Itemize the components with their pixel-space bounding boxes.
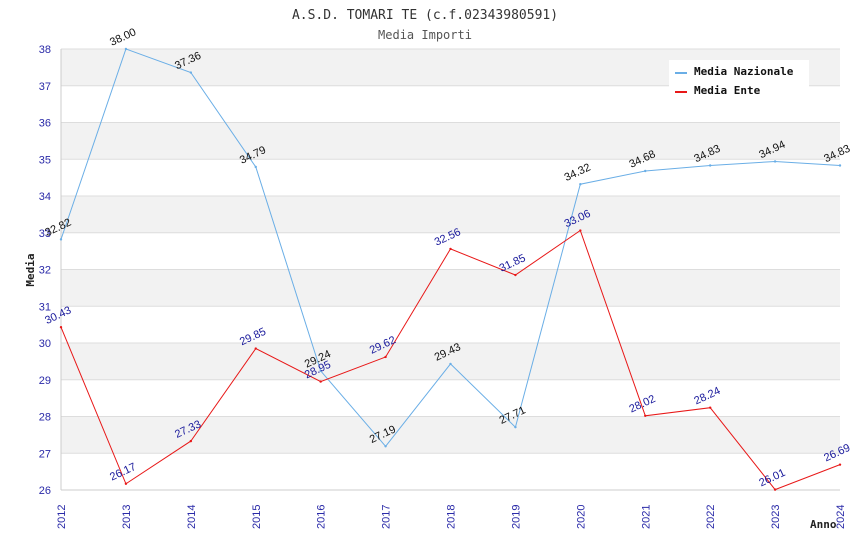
legend-label-ente: Media Ente — [694, 84, 761, 97]
y-tick-label: 32 — [39, 265, 51, 277]
x-tick-label: 2023 — [770, 505, 782, 529]
y-tick-label: 35 — [39, 154, 51, 166]
x-tick-label: 2019 — [510, 505, 522, 529]
chart-title: A.S.D. TOMARI TE (c.f.02343980591) — [292, 8, 558, 23]
data-point — [384, 355, 387, 359]
y-tick-label: 38 — [39, 44, 51, 56]
y-axis-ticks: 26 27 28 29 30 31 32 33 34 35 36 37 38 — [39, 44, 51, 497]
x-tick-label: 2015 — [251, 505, 263, 529]
data-point — [449, 247, 452, 251]
data-point — [579, 183, 582, 186]
x-tick-label: 2014 — [186, 505, 198, 529]
data-point — [124, 482, 128, 485]
grid-band — [61, 416, 840, 454]
data-point — [189, 71, 193, 74]
data-point — [708, 164, 712, 167]
x-tick-label: 2020 — [575, 505, 587, 529]
data-point — [708, 406, 712, 409]
y-tick-label: 37 — [39, 81, 51, 93]
x-tick-label: 2013 — [121, 505, 133, 529]
legend-box — [669, 60, 809, 106]
grid-band — [61, 306, 840, 343]
data-point — [124, 47, 128, 51]
grid-band — [61, 343, 840, 380]
data-point — [319, 369, 322, 373]
data-point — [644, 414, 647, 417]
data-point — [579, 229, 582, 232]
grid-band — [61, 379, 840, 417]
x-axis-ticks: 2012 2013 2014 2015 2016 2017 2018 2019 2020 2021… — [56, 505, 847, 529]
data-point — [384, 445, 387, 448]
y-tick-label: 26 — [39, 485, 51, 497]
x-tick-label: 2012 — [56, 505, 68, 529]
data-point — [449, 362, 452, 366]
x-tick-label: 2024 — [835, 505, 847, 529]
data-point — [644, 169, 647, 173]
grid-band — [61, 232, 840, 270]
x-axis-label: Anno — [810, 518, 837, 531]
grid-bands — [61, 49, 840, 490]
data-point — [254, 347, 257, 350]
x-tick-label: 2017 — [381, 505, 393, 529]
grid-band — [61, 453, 840, 490]
chart-subtitle: Media Importi — [378, 28, 472, 42]
legend: Media Nazionale Media Ente — [669, 60, 809, 106]
data-label: 38.00 — [108, 26, 138, 49]
y-tick-label: 31 — [39, 301, 51, 313]
grid-band — [61, 122, 840, 160]
data-point — [254, 165, 257, 169]
legend-label-nazionale: Media Nazionale — [694, 65, 794, 78]
x-tick-label: 2018 — [446, 505, 458, 529]
grid-band — [61, 269, 840, 307]
y-tick-label: 30 — [39, 338, 51, 350]
y-tick-label: 33 — [39, 228, 51, 240]
data-point — [838, 164, 842, 167]
data-point — [189, 439, 193, 443]
data-point — [773, 160, 777, 163]
data-point — [59, 325, 63, 329]
y-tick-label: 29 — [39, 375, 51, 387]
data-point — [514, 425, 517, 429]
axes — [60, 49, 840, 491]
y-tick-label: 28 — [39, 412, 51, 424]
data-point — [773, 488, 777, 491]
y-tick-label: 34 — [39, 191, 51, 203]
data-point — [838, 463, 842, 466]
x-tick-label: 2021 — [640, 505, 652, 529]
data-point — [514, 273, 517, 277]
y-tick-label: 36 — [39, 118, 51, 130]
series-lines — [59, 47, 842, 491]
grid-band — [61, 196, 840, 233]
data-point — [319, 380, 322, 383]
y-tick-label: 27 — [39, 448, 51, 460]
x-tick-label: 2016 — [316, 505, 328, 529]
data-point — [59, 238, 63, 241]
y-axis-label: Media — [24, 253, 37, 286]
x-tick-label: 2022 — [705, 505, 717, 529]
